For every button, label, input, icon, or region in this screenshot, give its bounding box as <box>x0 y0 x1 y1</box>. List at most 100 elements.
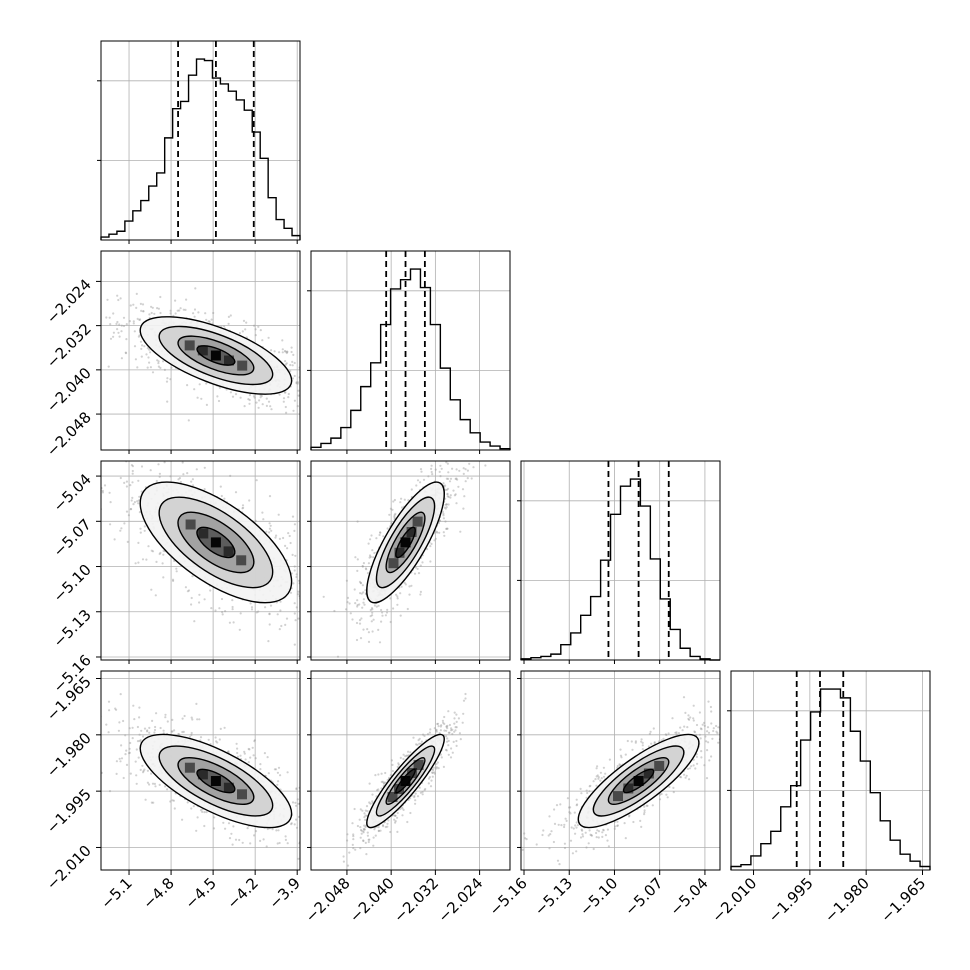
scatter-point <box>429 545 432 548</box>
scatter-point <box>394 821 397 824</box>
scatter-point <box>137 502 140 505</box>
scatter-point <box>356 569 359 573</box>
scatter-point <box>342 855 345 858</box>
scatter-point <box>190 807 193 810</box>
scatter-point <box>449 494 452 497</box>
scatter-point <box>169 312 172 315</box>
scatter-point <box>351 618 354 621</box>
scatter-point <box>301 818 303 820</box>
density-cell <box>184 340 195 351</box>
scatter-point <box>294 554 297 557</box>
scatter-point <box>158 783 161 787</box>
scatter-point <box>535 843 538 846</box>
scatter-point <box>585 789 588 792</box>
scatter-point <box>432 766 435 769</box>
scatter-point <box>122 316 126 319</box>
scatter-point <box>416 743 419 747</box>
scatter-point <box>143 727 147 730</box>
scatter-point <box>442 721 445 724</box>
joint-panel-0-1 <box>100 250 301 451</box>
scatter-point <box>249 842 252 845</box>
scatter-point <box>279 774 282 777</box>
scatter-point <box>242 506 245 509</box>
scatter-point <box>371 611 374 614</box>
scatter-point <box>290 346 293 349</box>
scatter-point <box>371 800 374 803</box>
scatter-point <box>132 704 135 707</box>
scatter-point <box>403 581 406 585</box>
scatter-point <box>128 751 131 754</box>
panel-frame <box>100 670 301 871</box>
scatter-point <box>295 606 298 609</box>
scatter-point <box>369 608 372 612</box>
scatter-point <box>193 308 197 311</box>
scatter-point <box>388 776 391 780</box>
scatter-point <box>693 731 697 734</box>
scatter-point <box>269 405 272 408</box>
scatter-point <box>94 523 96 525</box>
scatter-point <box>360 832 363 835</box>
scatter-point <box>163 368 166 371</box>
scatter-point <box>153 731 156 734</box>
scatter-point <box>443 722 446 726</box>
scatter-point <box>218 607 221 610</box>
scatter-point <box>455 739 458 743</box>
scatter-point <box>345 608 348 611</box>
scatter-point <box>265 404 268 407</box>
scatter-point <box>380 780 383 784</box>
scatter-point <box>162 360 165 363</box>
scatter-point <box>192 805 195 808</box>
scatter-point <box>203 811 206 814</box>
scatter-point <box>370 534 373 537</box>
scatter-point <box>601 835 604 839</box>
scatter-point <box>138 318 141 321</box>
scatter-point <box>405 754 408 757</box>
scatter-point <box>109 323 112 326</box>
scatter-point <box>404 583 407 586</box>
scatter-point <box>112 335 115 338</box>
scatter-point <box>643 811 646 814</box>
scatter-point <box>358 622 362 625</box>
scatter-point <box>146 729 149 732</box>
scatter-point <box>424 787 427 791</box>
scatter-point <box>293 643 296 646</box>
scatter-point <box>377 604 380 607</box>
scatter-point <box>462 472 465 475</box>
scatter-point <box>362 628 365 631</box>
scatter-point <box>703 721 706 725</box>
scatter-point <box>466 477 469 480</box>
scatter-point <box>293 565 296 568</box>
scatter-point <box>98 483 100 485</box>
scatter-point <box>414 802 417 805</box>
scatter-point <box>190 596 193 600</box>
scatter-point <box>231 605 234 609</box>
scatter-point <box>431 771 434 775</box>
scatter-point <box>243 405 246 408</box>
scatter-point <box>157 360 160 363</box>
scatter-point <box>132 303 135 306</box>
scatter-point <box>119 693 122 696</box>
scatter-point <box>278 393 281 396</box>
scatter-point <box>380 620 383 623</box>
scatter-point <box>141 344 144 347</box>
scatter-point <box>123 522 126 525</box>
scatter-point <box>366 881 368 883</box>
scatter-point <box>643 805 646 808</box>
scatter-point <box>161 562 164 565</box>
scatter-point <box>464 692 467 696</box>
scatter-point <box>453 711 456 714</box>
scatter-point <box>105 316 108 319</box>
scatter-point <box>134 562 137 565</box>
scatter-point <box>218 738 221 741</box>
scatter-point <box>258 399 261 402</box>
scatter-point <box>365 805 369 808</box>
scatter-point <box>568 811 571 814</box>
scatter-point <box>453 730 456 733</box>
density-cell <box>413 760 424 770</box>
contour-line <box>139 316 293 395</box>
scatter-point <box>447 495 450 498</box>
scatter-point <box>277 829 280 832</box>
scatter-point <box>419 481 422 484</box>
scatter-point <box>216 395 219 398</box>
scatter-point <box>223 726 226 729</box>
